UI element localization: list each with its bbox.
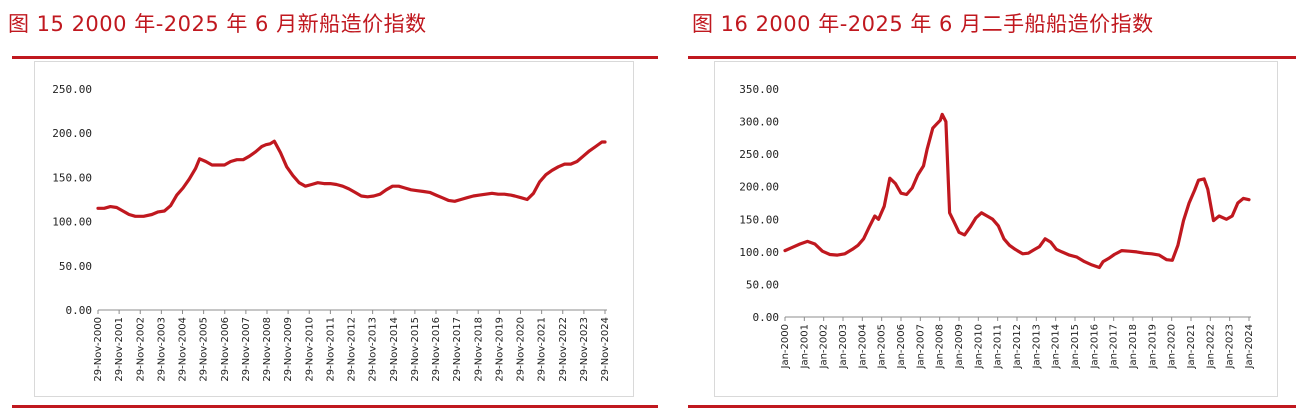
figure-15-x-tick-label: 29-Nov-2024 [600, 317, 611, 382]
figure-16-y-tick-label: 0.00 [753, 311, 780, 324]
figure-16-x-tick-label: Jan-2017 [1109, 324, 1120, 369]
figure-15-chart-frame: 0.00 50.00 100.00 150.00 200.00 250.00 29-Nov-… [34, 61, 634, 397]
figure-15-x-tick-label: 29-Nov-2017 [452, 317, 463, 382]
figure-15-x-tick-label: 29-Nov-2020 [516, 317, 527, 382]
figure-15-x-tick-label: 29-Nov-2007 [241, 317, 252, 382]
figure-16-x-tick-label: Jan-2003 [838, 324, 849, 369]
figure-15-y-tick-label: 0.00 [66, 304, 93, 317]
figure-16-y-tick-label: 350.00 [739, 83, 779, 96]
figure-16-x-tick-label: Jan-2019 [1147, 324, 1158, 369]
figure-16-panel: 图 16 2000 年-2025 年 6 月二手船船造价指数 0.00 50.00… [684, 0, 1296, 411]
figure-16-x-tick-label: Jan-2022 [1205, 324, 1216, 369]
figure-16-x-tick-label: Jan-2012 [1012, 324, 1023, 369]
figure-15-top-rule [12, 56, 658, 59]
figure-15-line-chart: 0.00 50.00 100.00 150.00 200.00 250.00 29-Nov-… [52, 83, 611, 382]
figure-15-bottom-rule [12, 405, 658, 408]
figure-15-x-tick-label: 29-Nov-2008 [262, 317, 273, 382]
figure-15-x-tick-label: 29-Nov-2006 [220, 317, 231, 382]
figure-16-x-tick-label: Jan-2006 [896, 324, 907, 369]
figure-16-x-tick-label: Jan-2010 [973, 324, 984, 369]
figure-16-x-tick-label: Jan-2014 [1051, 324, 1062, 369]
figure-16-x-tick-label: Jan-2005 [877, 324, 888, 369]
figure-16-y-tick-label: 50.00 [746, 278, 779, 291]
figure-16-x-tick-label: Jan-2015 [1070, 324, 1081, 369]
figure-16-x-tick-label: Jan-2001 [799, 324, 810, 369]
figure-15-series-line [96, 139, 607, 218]
figure-15-x-tick-label: 29-Nov-2009 [283, 317, 294, 382]
figure-16-y-tick-label: 100.00 [739, 246, 779, 259]
figure-15-x-tick-label: 29-Nov-2013 [368, 317, 379, 382]
figure-15-x-tick-label: 29-Nov-2019 [494, 317, 505, 382]
figure-16-x-tick-label: Jan-2011 [993, 324, 1004, 369]
figure-16-x-tick-label: Jan-2021 [1186, 324, 1197, 369]
figure-16-x-tick-label: Jan-2013 [1031, 324, 1042, 369]
figure-15-x-tick-label: 29-Nov-2014 [389, 317, 400, 382]
figure-15-x-tick-label: 29-Nov-2001 [114, 317, 125, 382]
figure-15-x-tick-label: 29-Nov-2004 [178, 317, 189, 382]
figure-15-x-tick-label: 29-Nov-2016 [431, 317, 442, 382]
figure-16-series-line [783, 112, 1251, 270]
figure-16-top-rule [688, 56, 1296, 59]
figure-16-line-chart: 0.00 50.00 100.00 150.00 200.00 250.00 300.00 3… [739, 83, 1255, 369]
figure-16-chart-frame: 0.00 50.00 100.00 150.00 200.00 250.00 300.00 3… [714, 61, 1278, 397]
figure-15-y-tick-label: 50.00 [59, 260, 92, 273]
figure-15-y-tick-label: 100.00 [52, 216, 92, 229]
figure-15-x-tick-label: 29-Nov-2023 [579, 317, 590, 382]
figure-15-x-tick-label: 29-Nov-2010 [304, 317, 315, 382]
figure-15-x-tick-label: 29-Nov-2000 [93, 317, 104, 382]
figure-16-x-tick-label: Jan-2002 [819, 324, 830, 369]
figure-16-x-tick-label: Jan-2018 [1128, 324, 1139, 369]
figure-16-x-tick-label: Jan-2016 [1089, 324, 1100, 369]
figure-16-bottom-rule [688, 405, 1296, 408]
figure-16-y-tick-label: 150.00 [739, 213, 779, 226]
figure-16-x-tick-label: Jan-2024 [1244, 324, 1255, 369]
figure-15-x-tick-label: 29-Nov-2012 [347, 317, 358, 382]
figure-16-x-tick-label: Jan-2009 [954, 324, 965, 369]
figure-15-x-tick-label: 29-Nov-2003 [156, 317, 167, 382]
figure-15-y-tick-label: 250.00 [52, 83, 92, 96]
figure-15-title: 图 15 2000 年-2025 年 6 月新船造价指数 [8, 12, 427, 36]
figure-16-title: 图 16 2000 年-2025 年 6 月二手船船造价指数 [692, 12, 1154, 36]
figure-15-panel: 图 15 2000 年-2025 年 6 月新船造价指数 0.00 50.00 10… [8, 12, 658, 408]
figure-16-x-tick-label: Jan-2008 [935, 324, 946, 369]
figure-15-x-tick-label: 29-Nov-2022 [558, 317, 569, 382]
figure-15-y-tick-label: 150.00 [52, 171, 92, 184]
figure-16-x-tick-label: Jan-2020 [1167, 324, 1178, 369]
figure-15-x-tick-label: 29-Nov-2021 [537, 317, 548, 382]
figure-16-y-tick-label: 200.00 [739, 181, 779, 194]
figure-16-x-tick-label: Jan-2007 [915, 324, 926, 369]
figure-16-x-tick-label: Jan-2004 [857, 324, 868, 369]
figure-15-x-tick-label: 29-Nov-2005 [199, 317, 210, 382]
figure-16-x-tick-label: Jan-2023 [1225, 324, 1236, 369]
figure-16-y-tick-label: 300.00 [739, 116, 779, 129]
figure-16-x-tick-label: Jan-2000 [780, 324, 791, 369]
figure-15-x-tick-label: 29-Nov-2011 [325, 317, 336, 382]
figure-15-x-tick-label: 29-Nov-2015 [410, 317, 421, 382]
figure-16-y-tick-label: 250.00 [739, 148, 779, 161]
figure-15-y-tick-label: 200.00 [52, 127, 92, 140]
figure-15-x-tick-label: 29-Nov-2018 [473, 317, 484, 382]
figure-15-x-tick-label: 29-Nov-2002 [135, 317, 146, 382]
